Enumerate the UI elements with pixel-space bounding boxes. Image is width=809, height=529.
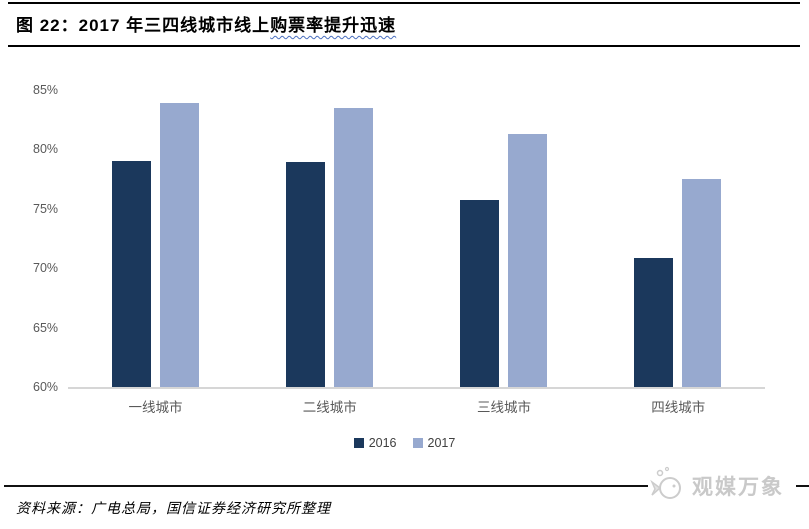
bar-2016-3 xyxy=(634,257,674,387)
bar-2017-1 xyxy=(333,107,373,387)
y-axis-tick-3: 70% xyxy=(33,261,59,276)
top-rule xyxy=(8,2,800,4)
bar-group-2 xyxy=(460,90,548,387)
bar-2017-0 xyxy=(159,103,199,387)
bar-group-1 xyxy=(285,90,373,387)
watermark-logo-icon xyxy=(648,465,688,508)
title-divider-rule xyxy=(8,45,800,47)
legend-swatch-2016 xyxy=(353,438,364,448)
bar-2016-2 xyxy=(460,200,500,387)
bar-group-0 xyxy=(111,90,199,387)
y-axis-tick-2: 75% xyxy=(33,201,59,216)
figure-title: 图 22：2017 年三四线城市线上购票率提升迅速 xyxy=(16,11,396,36)
legend-label-2016: 2016 xyxy=(368,436,397,450)
y-axis-tick-4: 65% xyxy=(33,320,59,335)
source-note: 资料来源：广电总局，国信证券经济研究所整理 xyxy=(16,502,331,517)
legend-item-2017: 2017 xyxy=(412,436,456,450)
bar-2017-2 xyxy=(508,133,548,387)
x-axis-label-0: 一线城市 xyxy=(128,400,183,415)
bar-2017-3 xyxy=(682,179,722,387)
footer-rule xyxy=(4,485,809,487)
legend-swatch-2017 xyxy=(412,438,423,448)
x-axis-label-3: 四线城市 xyxy=(651,400,706,415)
y-axis-tick-0: 85% xyxy=(33,83,59,97)
x-axis-label-1: 二线城市 xyxy=(302,400,357,415)
watermark: 观媒万象 xyxy=(648,464,796,508)
figure-title-highlighted: 购票率提升迅速 xyxy=(270,16,397,35)
y-axis-tick-1: 80% xyxy=(33,142,59,157)
plot-area xyxy=(68,90,765,389)
x-axis-label-2: 三线城市 xyxy=(477,400,531,415)
legend-label-2017: 2017 xyxy=(427,436,456,450)
watermark-text: 观媒万象 xyxy=(692,476,784,499)
bar-2016-0 xyxy=(111,161,151,387)
figure-title-prefix: 图 22：2017 年三四线城市线上 xyxy=(16,16,271,35)
chart-legend: 2016 2017 xyxy=(0,436,809,450)
bar-group-3 xyxy=(634,90,722,387)
legend-item-2016: 2016 xyxy=(353,436,397,450)
y-axis-tick-5: 60% xyxy=(33,380,59,394)
bar-2016-1 xyxy=(285,162,325,387)
